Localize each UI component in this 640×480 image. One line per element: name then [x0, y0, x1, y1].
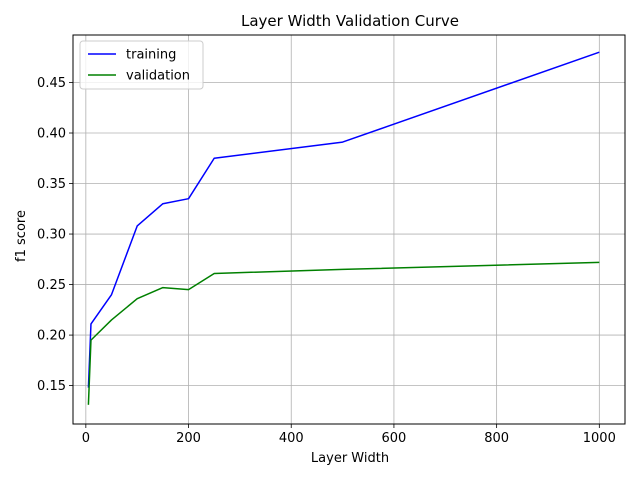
x-tick-label: 1000 [583, 431, 616, 446]
x-tick-label: 600 [382, 431, 407, 446]
series-line-validation [87, 261, 600, 405]
legend: training validation [79, 40, 204, 90]
chart-title: Layer Width Validation Curve [241, 12, 459, 30]
grid-lines [73, 35, 625, 424]
x-tick-label: 200 [176, 431, 201, 446]
legend-box [79, 40, 204, 90]
y-tick-label: 0.45 [37, 76, 66, 91]
y-axis-ticks: 0.15 0.20 0.25 0.30 0.35 0.40 0.45 [37, 76, 73, 394]
y-axis-label: f1 score [14, 210, 29, 262]
x-tick-label: 0 [82, 431, 90, 446]
series-lines [87, 51, 600, 405]
y-tick-label: 0.30 [37, 228, 66, 243]
legend-label-training: training [126, 48, 176, 63]
plot-frame [72, 34, 626, 425]
series-line-training [87, 51, 600, 388]
x-tick-label: 400 [279, 431, 304, 446]
y-tick-label: 0.15 [37, 379, 66, 394]
y-tick-label: 0.20 [37, 329, 66, 344]
legend-label-validation: validation [126, 69, 190, 84]
y-tick-label: 0.40 [37, 127, 66, 142]
x-tick-label: 800 [484, 431, 509, 446]
y-tick-label: 0.35 [37, 177, 66, 192]
x-axis-ticks: 0 200 400 600 800 1000 [82, 424, 616, 446]
x-axis-label: Layer Width [311, 451, 389, 466]
y-tick-label: 0.25 [37, 278, 66, 293]
